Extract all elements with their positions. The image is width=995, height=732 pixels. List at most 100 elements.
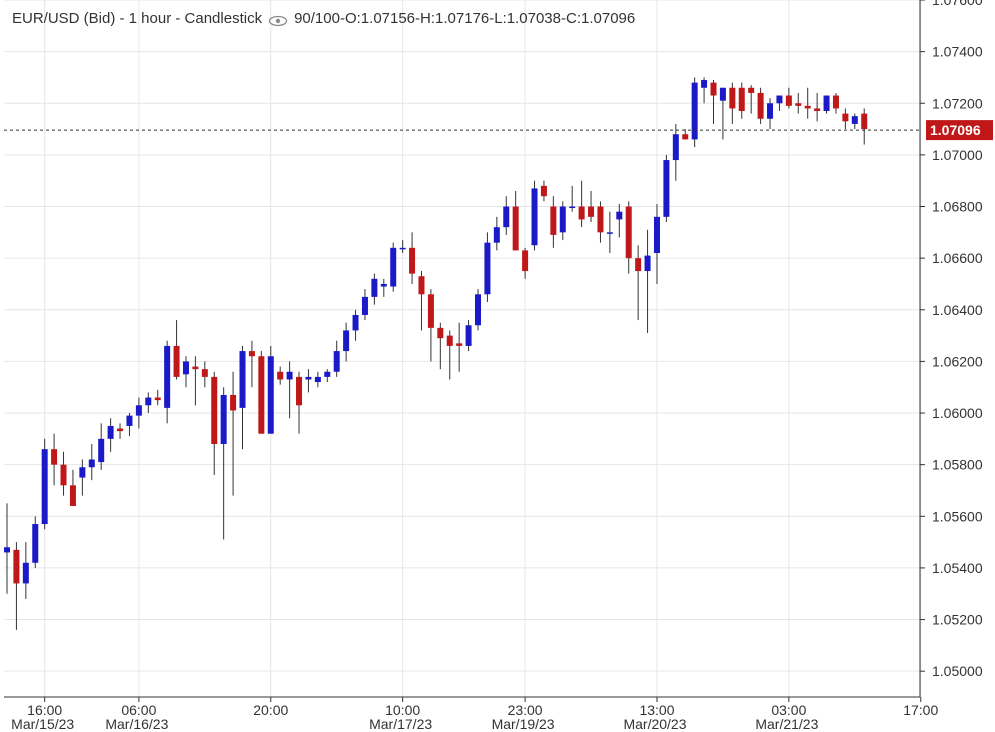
y-tick-label: 1.06000: [932, 405, 983, 421]
candle-body: [117, 428, 124, 432]
candle: [399, 240, 406, 253]
instrument-title: EUR/USD (Bid) - 1 hour - Candlestick: [12, 10, 263, 27]
candle: [277, 366, 284, 385]
candle-body: [296, 376, 303, 406]
y-tick-label: 1.06400: [932, 302, 983, 318]
candle-body: [314, 376, 321, 383]
candle: [126, 413, 133, 437]
candle: [418, 271, 425, 331]
candle-body: [503, 206, 510, 228]
candle: [748, 85, 755, 114]
candle: [192, 356, 199, 406]
candle: [13, 542, 20, 630]
candle-body: [277, 371, 284, 380]
candle: [814, 92, 821, 122]
candle-body: [305, 376, 312, 380]
candle-body: [616, 211, 623, 220]
eye-icon[interactable]: [268, 14, 288, 26]
candle-body: [710, 82, 717, 96]
candle: [220, 387, 227, 540]
candle: [701, 77, 708, 104]
candle-body: [738, 87, 745, 112]
candle: [785, 87, 792, 109]
candle: [851, 113, 858, 130]
candle-body: [60, 464, 67, 486]
candle-body: [588, 206, 595, 217]
candle-body: [239, 351, 246, 408]
candle-body: [32, 524, 39, 563]
candle: [333, 340, 340, 377]
candle-body: [842, 113, 849, 122]
candle-layer: [4, 77, 868, 630]
candle-body: [437, 327, 444, 339]
candle: [380, 278, 387, 297]
candle: [437, 322, 444, 370]
candle: [88, 444, 95, 481]
candle-body: [446, 335, 453, 346]
candle: [267, 345, 274, 434]
candle: [117, 423, 124, 439]
candle-body: [729, 87, 736, 109]
candle-body: [635, 258, 642, 272]
candle-body: [719, 87, 726, 101]
candle-body: [258, 356, 265, 434]
candle-body: [51, 449, 58, 465]
candle: [22, 542, 29, 599]
candle-body: [98, 438, 105, 463]
candle: [493, 216, 500, 251]
candle: [804, 87, 811, 119]
y-tick-label: 1.05600: [932, 508, 983, 524]
candle-body: [484, 242, 491, 295]
high-value: H:1.07176: [420, 10, 490, 27]
candle-body: [757, 92, 764, 119]
x-tick-time: 10:00: [385, 702, 420, 718]
candle: [324, 369, 331, 383]
candle-body: [79, 467, 86, 478]
candle-body: [512, 206, 519, 251]
candle: [41, 438, 48, 530]
candle-body: [230, 394, 237, 411]
axis-layer: 1.05000 1.05200 1.05400 1.05600 1.05800 1.060…: [4, 0, 983, 732]
low-value: L:1.07038: [494, 10, 561, 27]
last-price-label: 1.07096: [930, 122, 981, 138]
candle: [729, 82, 736, 124]
candle: [32, 516, 39, 568]
candle: [164, 340, 171, 424]
candle: [211, 371, 218, 475]
candle-body: [625, 206, 632, 259]
candle: [691, 77, 698, 148]
candle: [823, 95, 830, 114]
candle-body: [814, 108, 821, 112]
candle: [616, 203, 623, 238]
candle-body: [399, 247, 406, 250]
y-tick-label: 1.06600: [932, 250, 983, 266]
candle: [559, 201, 566, 241]
candle: [446, 330, 453, 380]
x-tick-time: 17:00: [903, 702, 938, 718]
candle-body: [851, 116, 858, 124]
candle: [69, 469, 76, 506]
candle-body: [22, 562, 29, 584]
candle: [456, 322, 463, 372]
candle: [371, 273, 378, 305]
candle: [145, 392, 152, 414]
candle: [296, 371, 303, 434]
candle-body: [644, 255, 651, 272]
candle-body: [795, 103, 802, 106]
candle-body: [182, 361, 189, 375]
candle: [653, 203, 660, 284]
y-tick-label: 1.06800: [932, 199, 983, 215]
candle: [314, 371, 321, 388]
candle: [606, 211, 613, 253]
x-tick-time: 16:00: [27, 702, 62, 718]
y-tick-label: 1.07200: [932, 95, 983, 111]
separator: -: [339, 10, 345, 27]
x-tick-date: Mar/17/23: [369, 716, 432, 732]
candle: [201, 361, 208, 388]
candle: [767, 98, 774, 130]
x-tick-time: 23:00: [508, 702, 543, 718]
candle: [60, 451, 67, 496]
candle-body: [324, 371, 331, 377]
